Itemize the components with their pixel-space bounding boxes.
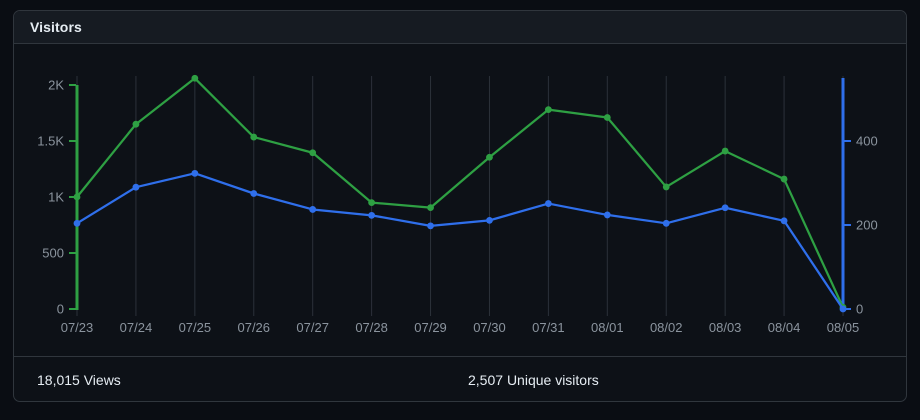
left-axis-tick: 2K (48, 78, 64, 93)
data-point[interactable] (544, 200, 552, 207)
card-title: Visitors (30, 19, 82, 35)
unique-visitors-label: Unique visitors (506, 371, 599, 388)
data-point[interactable] (486, 153, 493, 161)
data-point[interactable] (603, 114, 611, 121)
card-header: Visitors (14, 11, 906, 44)
x-axis-label: 07/27 (296, 320, 329, 335)
data-point[interactable] (250, 133, 258, 141)
right-axis-tick: 200 (856, 218, 878, 233)
visitors-line-chart: 07/23 07/24 07/25 07/26 07/27 07/28 07/29 07/30… (37, 74, 878, 335)
x-axis-label: 07/31 (532, 320, 565, 335)
x-axis-label: 07/23 (61, 320, 94, 335)
data-point[interactable] (132, 183, 140, 191)
data-point[interactable] (427, 204, 434, 212)
data-point[interactable] (603, 211, 611, 219)
data-point[interactable] (780, 217, 788, 225)
data-point[interactable] (368, 199, 376, 207)
left-axis-tick: 0 (57, 302, 64, 317)
series-line-right (75, 172, 845, 311)
left-axis-tick: 1.5K (37, 134, 64, 149)
views-total: 18,015 Views (14, 372, 460, 388)
data-point[interactable] (309, 149, 317, 157)
data-point[interactable] (544, 106, 552, 114)
right-axis-tick: 0 (856, 302, 863, 317)
x-axis-label: 08/01 (591, 320, 624, 335)
data-point[interactable] (721, 204, 729, 212)
x-axis-label: 07/26 (237, 320, 270, 335)
x-axis-label: 08/05 (827, 320, 860, 335)
left-axis-tick: 500 (42, 246, 64, 261)
views-total-label: Views (83, 371, 121, 388)
x-axis-label: 07/28 (355, 320, 388, 335)
data-point[interactable] (662, 219, 670, 227)
data-point[interactable] (839, 305, 847, 313)
x-axis-label: 08/03 (709, 320, 742, 335)
views-total-value: 18,015 (37, 371, 80, 388)
data-point[interactable] (662, 183, 670, 191)
unique-visitors-value: 2,507 (468, 371, 504, 388)
unique-visitors-total: 2,507 Unique visitors (460, 372, 906, 388)
data-point[interactable] (191, 169, 199, 177)
data-point[interactable] (132, 120, 140, 128)
data-point[interactable] (73, 219, 81, 227)
x-axis-label: 07/24 (120, 320, 153, 335)
visitors-card: Visitors 07/23 07/24 07/25 07/26 07/27 07/28 0… (13, 10, 907, 402)
data-point[interactable] (368, 211, 376, 219)
x-axis-label: 07/25 (179, 320, 212, 335)
visitors-chart: 07/23 07/24 07/25 07/26 07/27 07/28 07/29 07/30… (14, 44, 906, 356)
data-point[interactable] (309, 206, 317, 213)
x-axis-label: 08/04 (768, 320, 801, 335)
series-line-left (75, 77, 845, 309)
left-axis-tick: 1K (48, 190, 64, 205)
x-axis-label: 07/29 (414, 320, 447, 335)
data-point[interactable] (73, 193, 81, 201)
x-axis-label: 07/30 (473, 320, 506, 335)
right-axis-tick: 400 (856, 134, 878, 149)
data-point[interactable] (780, 175, 788, 183)
data-point[interactable] (486, 216, 493, 224)
data-point[interactable] (427, 222, 434, 230)
data-point[interactable] (191, 74, 199, 82)
data-point[interactable] (250, 190, 258, 197)
stats-footer: 18,015 Views 2,507 Unique visitors (14, 356, 906, 401)
data-point[interactable] (721, 147, 729, 155)
x-axis-label: 08/02 (650, 320, 683, 335)
